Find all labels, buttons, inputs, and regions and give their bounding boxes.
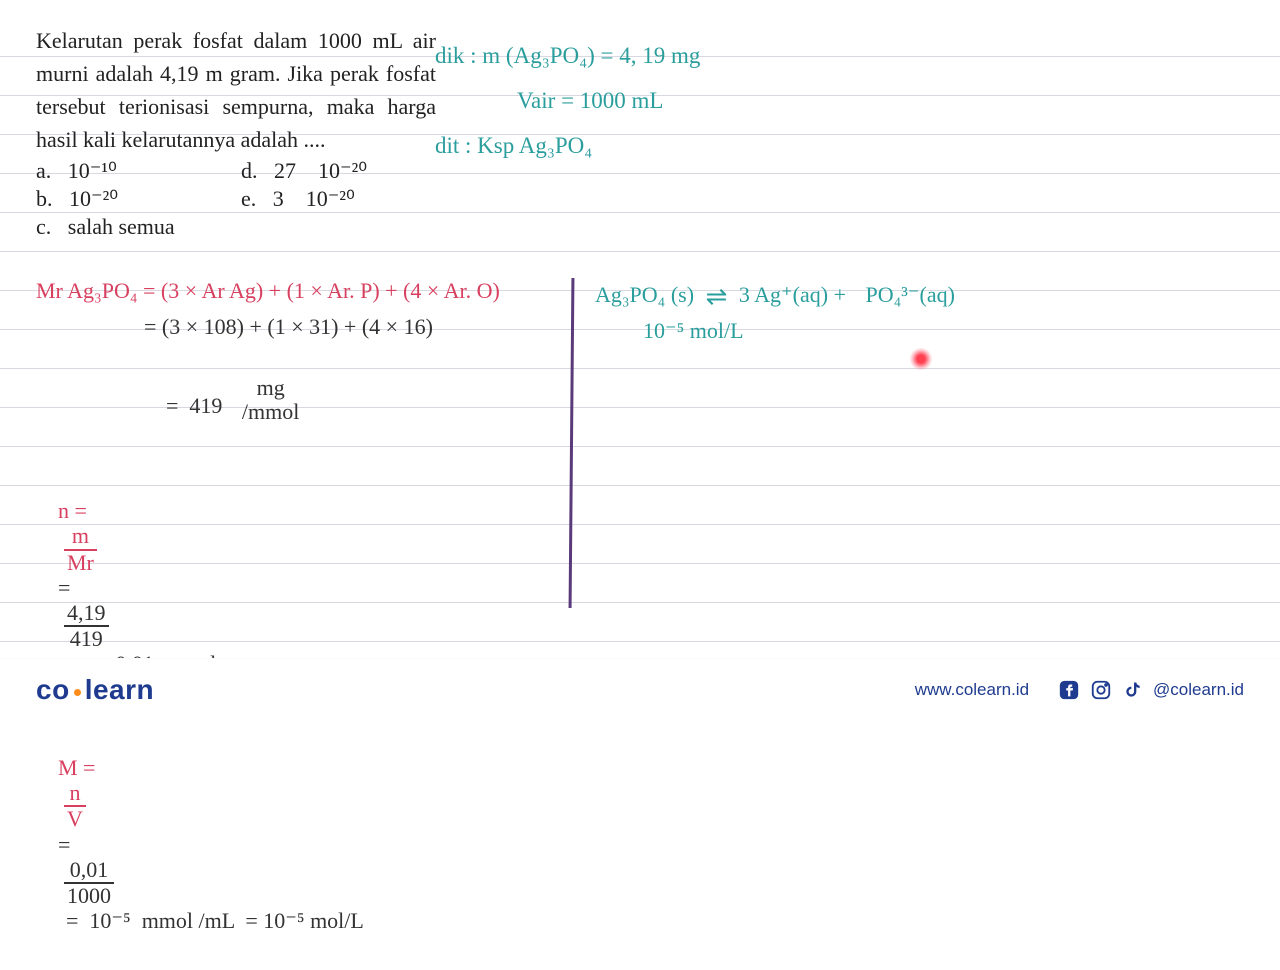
website-url: www.colearn.id (915, 680, 1029, 700)
reaction-equation: Ag₃PO₄ (s) ⇌ 3 Ag⁺(aq) + PO₄³⁻(aq) (595, 282, 955, 312)
instagram-icon (1089, 678, 1113, 702)
option-c: c. salah semua (36, 214, 446, 240)
reaction-section: Ag₃PO₄ (s) ⇌ 3 Ag⁺(aq) + PO₄³⁻(aq) 10⁻⁵ … (595, 282, 955, 344)
given-info: dik : m (Ag₃PO₄) = 4, 19 mg Vair = 1000 … (435, 34, 700, 169)
mr-subst: = (3 × 108) + (1 × 31) + (4 × 16) (36, 314, 500, 340)
social-handle: @colearn.id (1153, 680, 1244, 700)
mr-result: = 419 mg/mmol (36, 350, 500, 450)
tiktok-icon (1121, 678, 1145, 702)
option-e: e. 3 10⁻²⁰ (241, 186, 446, 212)
m-calc: M = nV = 0,011000 = 10⁻⁵ mmol /mL = 10⁻⁵… (36, 729, 500, 960)
footer: colearn www.colearn.id @colearn.id (0, 658, 1280, 720)
option-a: a. 10⁻¹⁰ (36, 158, 241, 184)
given-mass: dik : m (Ag₃PO₄) = 4, 19 mg (435, 34, 700, 79)
option-d: d. 27 10⁻²⁰ (241, 158, 446, 184)
given-volume: Vair = 1000 mL (435, 79, 700, 124)
working-area: Mr Ag₃PO₄ = (3 × Ar Ag) + (1 × Ar. P) + … (36, 278, 500, 970)
facebook-icon (1057, 678, 1081, 702)
asked: dit : Ksp Ag₃PO₄ (435, 124, 700, 169)
options-grid: a. 10⁻¹⁰ d. 27 10⁻²⁰ b. 10⁻²⁰ e. 3 10⁻²⁰… (36, 158, 1244, 240)
mr-formula: Mr Ag₃PO₄ = (3 × Ar Ag) + (1 × Ar. P) + … (36, 278, 500, 304)
social-links: @colearn.id (1057, 678, 1244, 702)
brand-logo: colearn (36, 674, 154, 706)
reaction-conc: 10⁻⁵ mol/L (595, 318, 955, 344)
laser-pointer-icon (910, 348, 932, 370)
option-b: b. 10⁻²⁰ (36, 186, 241, 212)
equilibrium-arrow-icon: ⇌ (706, 282, 728, 312)
question-text: Kelarutan perak fosfat dalam 1000 mL air… (36, 24, 436, 156)
